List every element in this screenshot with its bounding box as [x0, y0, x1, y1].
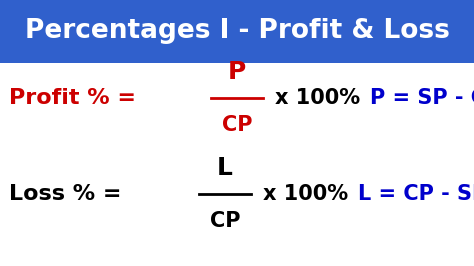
Text: x 100%: x 100%: [263, 184, 348, 204]
Text: CP: CP: [222, 115, 252, 135]
Text: L = CP - SP: L = CP - SP: [358, 184, 474, 204]
Text: Percentages I - Profit & Loss: Percentages I - Profit & Loss: [25, 18, 449, 44]
Text: P: P: [228, 60, 246, 84]
Text: CP: CP: [210, 211, 240, 231]
FancyBboxPatch shape: [0, 0, 474, 63]
Text: L: L: [217, 156, 233, 180]
Text: x 100%: x 100%: [275, 88, 360, 109]
Text: P = SP - CP: P = SP - CP: [370, 88, 474, 109]
Text: Loss % =: Loss % =: [9, 184, 130, 204]
Text: Profit % =: Profit % =: [9, 88, 144, 109]
